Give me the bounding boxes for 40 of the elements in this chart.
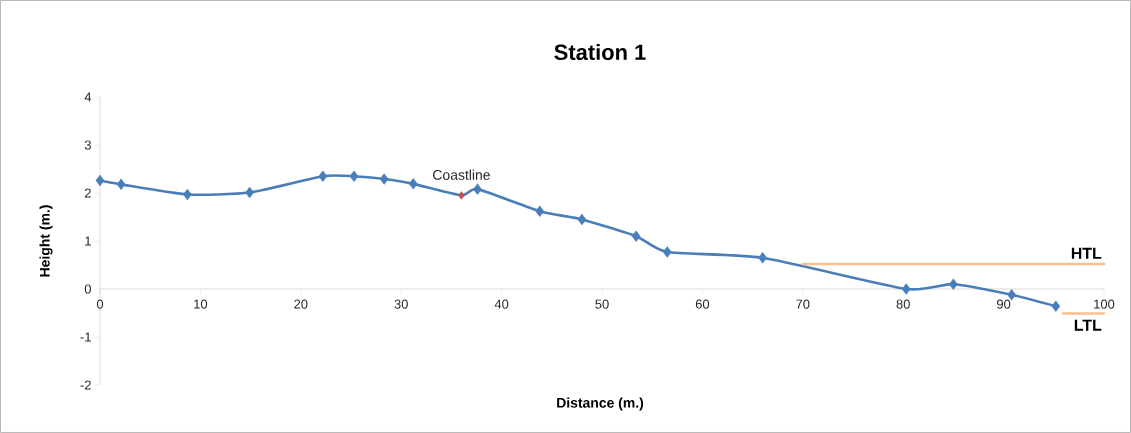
x-tick-label: 0 [96,299,104,309]
y-tick-label: 0 [84,284,91,294]
annotation: Coastline [433,169,490,180]
x-tick-label: 40 [494,299,509,309]
point [577,213,587,226]
y-tick-label: 4 [84,92,92,102]
x-tick-label: 20 [294,299,308,309]
point [408,178,418,190]
point [349,170,359,182]
y-axis-title: Height (m.) [39,205,53,277]
point [116,178,126,191]
y-tick-label: -2 [80,380,91,390]
point [901,283,911,295]
x-tick-label: 90 [997,299,1011,309]
y-tick-label: -1 [80,332,91,342]
y-tick-label: 3 [84,140,91,150]
y-tick-label: 2 [84,188,91,198]
point [758,252,767,264]
point [662,246,672,258]
series-label: HTL [1071,247,1102,259]
x-tick-label: 100 [1094,299,1115,309]
x-tick-label: 10 [194,299,208,309]
y-tick-label: 1 [85,236,91,246]
series-label: LTL [1074,319,1102,331]
x-tick-label: 70 [796,299,810,309]
point [473,183,482,195]
point [949,278,958,290]
chart-title: Station 1 [554,43,646,61]
x-tick-label: 30 [394,299,408,309]
point [379,173,389,185]
point [631,230,641,242]
point [1051,300,1061,312]
point [95,174,105,187]
point [318,170,328,182]
point [535,205,545,217]
x-tick-label: 50 [595,299,609,309]
x-tick-label: 60 [695,299,710,309]
x-axis-title: Distance (m.) [557,397,644,411]
x-tick-label: 80 [896,299,910,309]
point [1007,289,1016,301]
